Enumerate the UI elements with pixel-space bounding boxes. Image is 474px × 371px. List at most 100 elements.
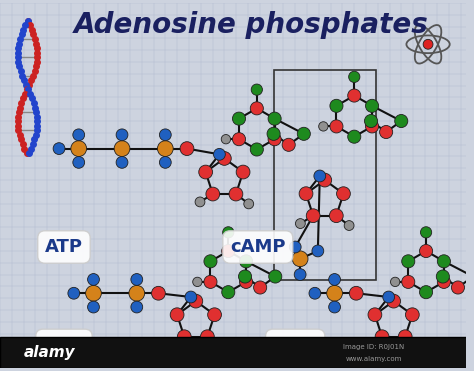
Circle shape — [375, 330, 389, 344]
Circle shape — [116, 129, 128, 141]
Circle shape — [466, 270, 474, 283]
Circle shape — [348, 130, 361, 143]
Circle shape — [223, 227, 234, 238]
Circle shape — [344, 221, 354, 230]
Circle shape — [88, 273, 100, 285]
Circle shape — [206, 187, 219, 201]
Circle shape — [251, 84, 263, 95]
Circle shape — [199, 165, 212, 179]
FancyBboxPatch shape — [0, 337, 467, 368]
Circle shape — [269, 270, 282, 283]
Circle shape — [159, 157, 171, 168]
Circle shape — [419, 244, 433, 257]
Circle shape — [420, 227, 432, 238]
Circle shape — [349, 286, 363, 300]
Circle shape — [189, 294, 203, 308]
Circle shape — [413, 342, 423, 351]
Circle shape — [166, 340, 176, 349]
Circle shape — [423, 39, 433, 49]
Circle shape — [215, 342, 225, 351]
Circle shape — [438, 255, 450, 268]
Circle shape — [402, 255, 415, 268]
Circle shape — [129, 285, 145, 301]
Text: alamy: alamy — [23, 345, 75, 360]
Circle shape — [328, 273, 340, 285]
Circle shape — [365, 115, 378, 128]
Circle shape — [380, 125, 392, 138]
Circle shape — [268, 112, 281, 125]
Circle shape — [152, 286, 165, 300]
Circle shape — [239, 275, 253, 288]
Circle shape — [436, 270, 449, 283]
Circle shape — [328, 301, 340, 313]
Circle shape — [232, 133, 246, 146]
Circle shape — [267, 127, 280, 140]
Circle shape — [295, 219, 305, 229]
Circle shape — [73, 157, 85, 168]
Circle shape — [250, 143, 264, 156]
Circle shape — [159, 129, 171, 141]
Circle shape — [68, 288, 80, 299]
Circle shape — [297, 127, 310, 140]
Circle shape — [250, 102, 264, 115]
Circle shape — [208, 308, 221, 322]
Circle shape — [221, 135, 230, 144]
Circle shape — [229, 187, 243, 201]
Circle shape — [282, 138, 295, 151]
Circle shape — [180, 142, 194, 155]
Circle shape — [391, 277, 400, 286]
Circle shape — [254, 281, 267, 294]
Circle shape — [238, 270, 252, 283]
Circle shape — [294, 269, 306, 280]
Circle shape — [244, 199, 254, 209]
Circle shape — [204, 255, 217, 268]
Circle shape — [177, 330, 191, 344]
Circle shape — [213, 148, 225, 160]
Circle shape — [170, 308, 184, 322]
Circle shape — [329, 209, 343, 223]
Circle shape — [398, 330, 412, 344]
Text: cAMP: cAMP — [230, 238, 285, 256]
Text: AMP: AMP — [273, 336, 318, 354]
Circle shape — [348, 89, 361, 102]
Circle shape — [365, 120, 379, 133]
Circle shape — [193, 277, 202, 286]
Circle shape — [218, 151, 231, 165]
Circle shape — [232, 112, 246, 125]
Text: ADP: ADP — [43, 336, 85, 354]
Text: Adenosine phosphates: Adenosine phosphates — [73, 11, 428, 39]
Circle shape — [222, 286, 235, 299]
Circle shape — [365, 340, 374, 349]
Circle shape — [395, 115, 408, 128]
Circle shape — [86, 285, 101, 301]
Text: ATP: ATP — [45, 238, 83, 256]
Circle shape — [330, 120, 343, 133]
Circle shape — [268, 133, 281, 146]
Circle shape — [368, 308, 382, 322]
Circle shape — [312, 245, 324, 257]
Circle shape — [337, 187, 350, 201]
Circle shape — [239, 255, 253, 268]
Circle shape — [236, 165, 250, 179]
Circle shape — [289, 241, 301, 253]
Circle shape — [88, 301, 100, 313]
Circle shape — [185, 291, 197, 303]
Circle shape — [131, 273, 143, 285]
Circle shape — [157, 141, 173, 157]
Circle shape — [204, 275, 217, 288]
Circle shape — [419, 286, 433, 299]
Circle shape — [365, 99, 379, 112]
Circle shape — [292, 251, 308, 267]
Circle shape — [318, 173, 332, 187]
Circle shape — [402, 275, 415, 288]
Circle shape — [222, 244, 235, 257]
Circle shape — [319, 122, 328, 131]
Circle shape — [299, 187, 313, 201]
Circle shape — [71, 141, 87, 157]
Circle shape — [131, 301, 143, 313]
Circle shape — [451, 281, 465, 294]
Circle shape — [330, 99, 343, 112]
Circle shape — [349, 71, 360, 82]
Circle shape — [387, 294, 401, 308]
Circle shape — [114, 141, 130, 157]
